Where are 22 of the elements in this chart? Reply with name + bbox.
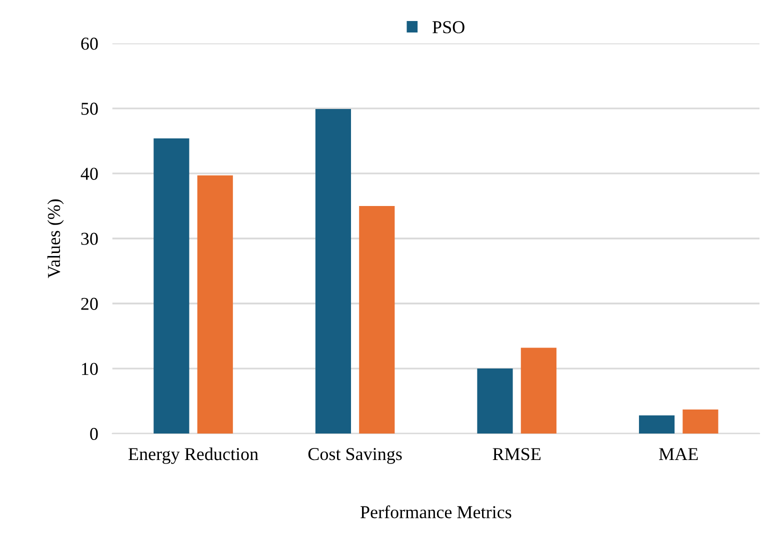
- x-tick-label: Energy Reduction: [128, 447, 258, 464]
- y-tick-label: 10: [82, 362, 98, 375]
- bar: [520, 348, 556, 434]
- legend-label: PSO: [432, 21, 464, 34]
- x-axis-title: Performance Metrics: [360, 505, 512, 518]
- bar: [359, 206, 395, 434]
- x-tick-label: RMSE: [492, 448, 541, 460]
- bar: [682, 410, 718, 434]
- bar: [315, 109, 351, 434]
- y-tick-label: 60: [81, 38, 98, 50]
- x-tick-label: MAE: [659, 448, 698, 460]
- bar: [638, 415, 675, 434]
- y-tick-label: 40: [80, 168, 98, 180]
- y-axis-title: Values (%): [47, 199, 64, 278]
- y-tick-label: 30: [81, 232, 98, 245]
- bar: [477, 368, 513, 434]
- y-tick-label: 0: [90, 428, 98, 440]
- bar: [197, 175, 233, 434]
- y-tick-label: 50: [81, 102, 98, 115]
- bar: [154, 138, 190, 434]
- y-tick-label: 20: [81, 298, 98, 310]
- x-tick-label: Cost Savings: [308, 448, 402, 464]
